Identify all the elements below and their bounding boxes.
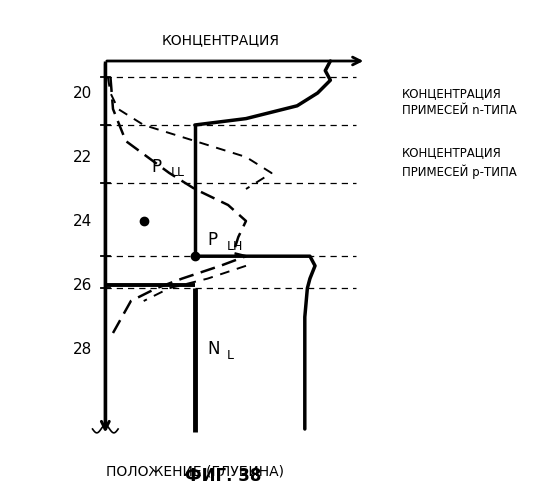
Text: 26: 26: [73, 278, 93, 292]
Text: 24: 24: [73, 214, 93, 228]
Text: LH: LH: [227, 240, 243, 253]
Text: ПОЛОЖЕНИЕ (ГЛУБИНА): ПОЛОЖЕНИЕ (ГЛУБИНА): [106, 464, 284, 478]
Text: КОНЦЕНТРАЦИЯ: КОНЦЕНТРАЦИЯ: [161, 33, 280, 47]
Text: 28: 28: [73, 342, 93, 356]
Text: ФИГ. 38: ФИГ. 38: [185, 467, 261, 485]
Text: P: P: [151, 158, 161, 176]
Text: N: N: [208, 340, 220, 358]
Text: L: L: [227, 349, 234, 362]
Text: 22: 22: [73, 150, 93, 164]
Text: КОНЦЕНТРАЦИЯ
ПРИМЕСЕЙ р-ТИПА: КОНЦЕНТРАЦИЯ ПРИМЕСЕЙ р-ТИПА: [402, 146, 517, 178]
Text: 20: 20: [73, 86, 93, 100]
Text: P: P: [208, 231, 218, 249]
Text: LL: LL: [171, 166, 185, 179]
Text: КОНЦЕНТРАЦИЯ
ПРИМЕСЕЙ n-ТИПА: КОНЦЕНТРАЦИЯ ПРИМЕСЕЙ n-ТИПА: [402, 88, 517, 118]
